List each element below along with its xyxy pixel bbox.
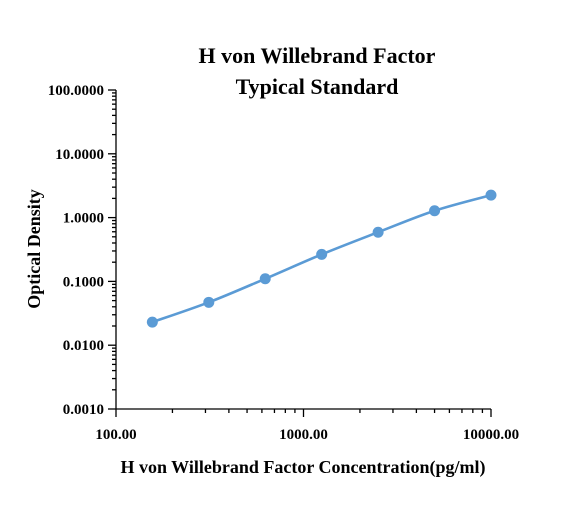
y-tick-label: 1.0000: [63, 211, 104, 227]
x-axis-title: H von Willebrand Factor Concentration(pg…: [120, 457, 485, 478]
data-point: [316, 248, 328, 260]
y-tick-label: 0.0010: [63, 402, 104, 418]
data-point: [146, 316, 158, 328]
chart-title-line-2: Typical Standard: [236, 74, 399, 99]
plot-area: [146, 189, 497, 328]
x-tick-label: 100.00: [95, 427, 136, 443]
data-point: [259, 273, 271, 285]
x-tick-label: 1000.00: [279, 427, 328, 443]
y-axis: 100.0000 10.0000 1.0000 0.1000 0.0100 0.0010: [48, 83, 117, 418]
x-axis: 100.00 1000.00 10000.00: [95, 408, 519, 443]
y-axis-title: Optical Density: [24, 189, 44, 309]
y-tick-label: 100.0000: [48, 83, 104, 99]
y-tick-label: 0.0100: [63, 338, 104, 354]
data-point: [429, 205, 441, 217]
y-tick-label: 0.1000: [63, 274, 104, 290]
data-point: [485, 189, 497, 201]
data-point: [372, 226, 384, 238]
x-tick-label: 10000.00: [463, 427, 519, 443]
y-tick-label: 10.0000: [55, 147, 104, 163]
data-point: [203, 296, 215, 308]
chart-title-line-1: H von Willebrand Factor: [199, 43, 436, 68]
